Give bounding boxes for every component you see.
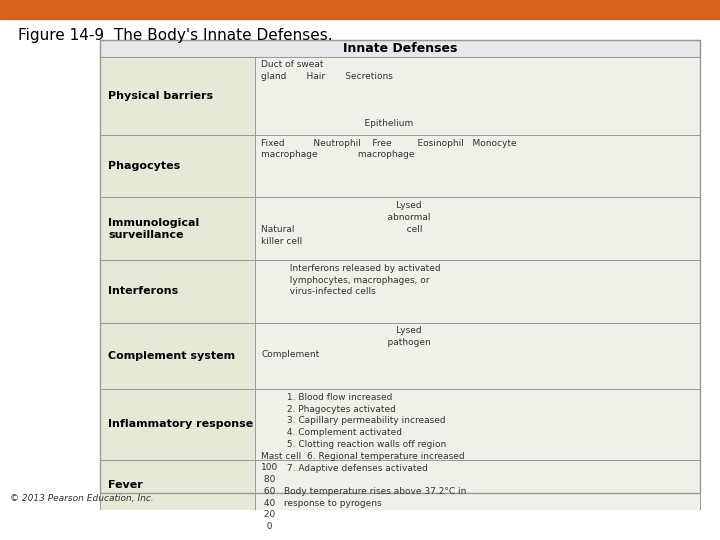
Bar <box>255 460 700 510</box>
Bar <box>100 460 255 510</box>
Bar <box>100 322 255 389</box>
Text: Immunological
surveillance: Immunological surveillance <box>108 218 199 240</box>
Bar <box>255 322 700 389</box>
Bar <box>255 260 700 322</box>
Text: Innate Defenses: Innate Defenses <box>343 42 457 55</box>
Text: 100
 80
 60   Body temperature rises above 37.2°C in
 40   response to pyrogens
: 100 80 60 Body temperature rises above 3… <box>261 463 467 531</box>
Bar <box>100 198 255 260</box>
Bar <box>100 57 255 135</box>
Text: Phagocytes: Phagocytes <box>108 161 180 171</box>
Text: Interferons: Interferons <box>108 286 179 296</box>
Bar <box>255 389 700 460</box>
Bar <box>100 260 255 322</box>
Text: Fixed          Neutrophil    Free         Eosinophil   Monocyte
macrophage      : Fixed Neutrophil Free Eosinophil Monocyt… <box>261 139 517 159</box>
Bar <box>255 198 700 260</box>
Bar <box>255 135 700 198</box>
Bar <box>100 135 255 198</box>
Text: Complement system: Complement system <box>108 351 235 361</box>
Text: Physical barriers: Physical barriers <box>108 91 213 101</box>
Text: Fever: Fever <box>108 480 143 490</box>
Text: Interferons released by activated
          lymphocytes, macrophages, or
       : Interferons released by activated lympho… <box>261 264 441 296</box>
Text: Duct of sweat
gland       Hair       Secretions



                             : Duct of sweat gland Hair Secretions <box>261 60 413 129</box>
Text: Inflammatory response: Inflammatory response <box>108 419 253 429</box>
Bar <box>100 40 700 57</box>
Text: Figure 14-9  The Body's Innate Defenses.: Figure 14-9 The Body's Innate Defenses. <box>18 29 333 43</box>
Bar <box>100 389 255 460</box>
Text: 1. Blood flow increased
         2. Phagocytes activated
         3. Capillary p: 1. Blood flow increased 2. Phagocytes ac… <box>261 393 464 472</box>
Bar <box>100 40 700 494</box>
Text: Lysed
                                            abnormal
Natural              : Lysed abnormal Natural <box>261 201 431 246</box>
Bar <box>255 57 700 135</box>
Bar <box>0 0 720 19</box>
Text: © 2013 Pearson Education, Inc.: © 2013 Pearson Education, Inc. <box>10 494 154 503</box>
Text: Lysed
                                            pathogen
Complement: Lysed pathogen Complement <box>261 326 431 359</box>
